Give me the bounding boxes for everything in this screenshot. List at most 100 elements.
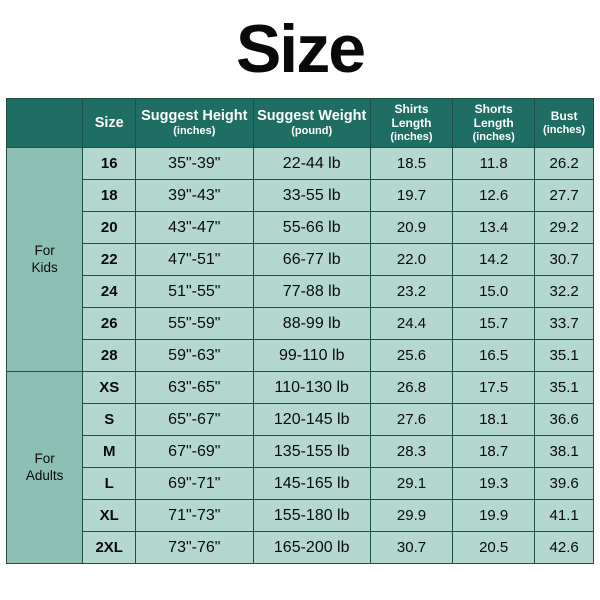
value-cell: 25.6 — [370, 340, 452, 372]
table-row: ForAdultsXS63"-65"110-130 lb26.817.535.1 — [7, 372, 594, 404]
size-cell: 20 — [83, 212, 136, 244]
value-cell: 65"-67" — [136, 404, 253, 436]
value-cell: 11.8 — [453, 148, 535, 180]
value-cell: 30.7 — [535, 244, 594, 276]
table-row: 1839"-43"33-55 lb19.712.627.7 — [7, 180, 594, 212]
value-cell: 29.2 — [535, 212, 594, 244]
value-cell: 155-180 lb — [253, 500, 370, 532]
value-cell: 39"-43" — [136, 180, 253, 212]
size-cell: 28 — [83, 340, 136, 372]
group-label: ForKids — [7, 148, 83, 372]
value-cell: 33.7 — [535, 308, 594, 340]
column-header: Suggest Height(inches) — [136, 99, 253, 148]
value-cell: 35.1 — [535, 340, 594, 372]
value-cell: 38.1 — [535, 436, 594, 468]
size-cell: XL — [83, 500, 136, 532]
value-cell: 135-155 lb — [253, 436, 370, 468]
value-cell: 43"-47" — [136, 212, 253, 244]
table-row: 2655"-59"88-99 lb24.415.733.7 — [7, 308, 594, 340]
value-cell: 32.2 — [535, 276, 594, 308]
value-cell: 29.9 — [370, 500, 452, 532]
value-cell: 12.6 — [453, 180, 535, 212]
column-header: Size — [83, 99, 136, 148]
value-cell: 73"-76" — [136, 532, 253, 564]
value-cell: 59"-63" — [136, 340, 253, 372]
value-cell: 26.8 — [370, 372, 452, 404]
size-table: SizeSuggest Height(inches)Suggest Weight… — [6, 98, 594, 564]
size-cell: 18 — [83, 180, 136, 212]
value-cell: 66-77 lb — [253, 244, 370, 276]
value-cell: 13.4 — [453, 212, 535, 244]
value-cell: 17.5 — [453, 372, 535, 404]
table-row: ForKids1635"-39"22-44 lb18.511.826.2 — [7, 148, 594, 180]
size-cell: 22 — [83, 244, 136, 276]
value-cell: 35.1 — [535, 372, 594, 404]
value-cell: 42.6 — [535, 532, 594, 564]
value-cell: 19.3 — [453, 468, 535, 500]
value-cell: 39.6 — [535, 468, 594, 500]
value-cell: 15.0 — [453, 276, 535, 308]
value-cell: 20.9 — [370, 212, 452, 244]
value-cell: 26.2 — [535, 148, 594, 180]
value-cell: 14.2 — [453, 244, 535, 276]
page-title: Size — [6, 10, 594, 88]
table-row: XL71"-73"155-180 lb29.919.941.1 — [7, 500, 594, 532]
value-cell: 55"-59" — [136, 308, 253, 340]
value-cell: 28.3 — [370, 436, 452, 468]
value-cell: 99-110 lb — [253, 340, 370, 372]
size-cell: XS — [83, 372, 136, 404]
column-header: Suggest Weight(pound) — [253, 99, 370, 148]
value-cell: 27.7 — [535, 180, 594, 212]
value-cell: 29.1 — [370, 468, 452, 500]
value-cell: 67"-69" — [136, 436, 253, 468]
value-cell: 22-44 lb — [253, 148, 370, 180]
value-cell: 18.1 — [453, 404, 535, 436]
table-row: S65"-67"120-145 lb27.618.136.6 — [7, 404, 594, 436]
column-header: Shorts Length(inches) — [453, 99, 535, 148]
value-cell: 165-200 lb — [253, 532, 370, 564]
size-cell: M — [83, 436, 136, 468]
value-cell: 16.5 — [453, 340, 535, 372]
group-label: ForAdults — [7, 372, 83, 564]
size-chart-frame: Size SizeSuggest Height(inches)Suggest W… — [0, 0, 600, 600]
size-cell: S — [83, 404, 136, 436]
table-row: 2247"-51"66-77 lb22.014.230.7 — [7, 244, 594, 276]
value-cell: 30.7 — [370, 532, 452, 564]
value-cell: 51"-55" — [136, 276, 253, 308]
value-cell: 55-66 lb — [253, 212, 370, 244]
size-cell: 16 — [83, 148, 136, 180]
table-row: 2451"-55"77-88 lb23.215.032.2 — [7, 276, 594, 308]
value-cell: 36.6 — [535, 404, 594, 436]
corner-cell — [7, 99, 83, 148]
value-cell: 41.1 — [535, 500, 594, 532]
column-header: Bust(inches) — [535, 99, 594, 148]
size-cell: L — [83, 468, 136, 500]
size-cell: 24 — [83, 276, 136, 308]
value-cell: 23.2 — [370, 276, 452, 308]
value-cell: 27.6 — [370, 404, 452, 436]
value-cell: 22.0 — [370, 244, 452, 276]
value-cell: 20.5 — [453, 532, 535, 564]
value-cell: 69"-71" — [136, 468, 253, 500]
value-cell: 110-130 lb — [253, 372, 370, 404]
value-cell: 19.7 — [370, 180, 452, 212]
table-row: 2043"-47"55-66 lb20.913.429.2 — [7, 212, 594, 244]
value-cell: 88-99 lb — [253, 308, 370, 340]
value-cell: 71"-73" — [136, 500, 253, 532]
value-cell: 35"-39" — [136, 148, 253, 180]
value-cell: 18.5 — [370, 148, 452, 180]
value-cell: 19.9 — [453, 500, 535, 532]
value-cell: 15.7 — [453, 308, 535, 340]
value-cell: 145-165 lb — [253, 468, 370, 500]
column-header: Shirts Length(inches) — [370, 99, 452, 148]
size-cell: 2XL — [83, 532, 136, 564]
value-cell: 33-55 lb — [253, 180, 370, 212]
table-row: M67"-69"135-155 lb28.318.738.1 — [7, 436, 594, 468]
table-row: L69"-71"145-165 lb29.119.339.6 — [7, 468, 594, 500]
table-header-row: SizeSuggest Height(inches)Suggest Weight… — [7, 99, 594, 148]
value-cell: 47"-51" — [136, 244, 253, 276]
value-cell: 63"-65" — [136, 372, 253, 404]
value-cell: 24.4 — [370, 308, 452, 340]
value-cell: 120-145 lb — [253, 404, 370, 436]
table-row: 2859"-63"99-110 lb25.616.535.1 — [7, 340, 594, 372]
